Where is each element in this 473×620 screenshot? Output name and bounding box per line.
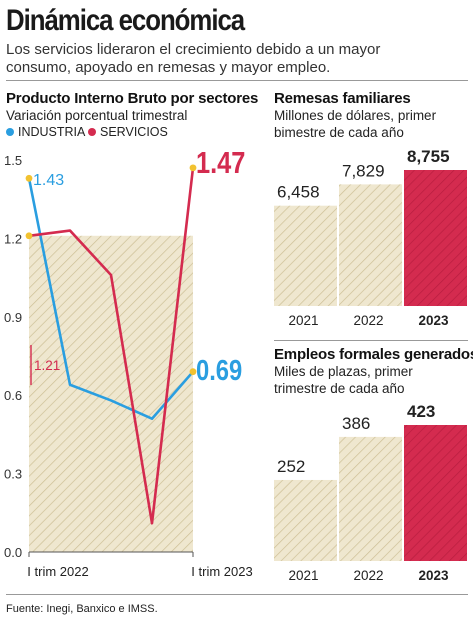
header-divider bbox=[6, 80, 468, 81]
page-title: Dinámica económica bbox=[6, 4, 245, 37]
remesas-bar-2021 bbox=[274, 205, 337, 306]
remesas-value-2023: 8,755 bbox=[407, 147, 450, 166]
remesas-bar-2023 bbox=[404, 170, 467, 306]
empleos-category-2023: 2023 bbox=[418, 568, 449, 583]
empleos-bar-2021 bbox=[274, 479, 337, 561]
legend-servicios-dot bbox=[88, 128, 96, 136]
pib-y-tick-4: 0.3 bbox=[4, 467, 22, 482]
legend-industria-dot bbox=[6, 128, 14, 136]
pib-point-servicios-0 bbox=[25, 232, 33, 240]
remesas-category-2021: 2021 bbox=[288, 313, 318, 328]
pib-chart-subtitle: Variación porcentual trimestral bbox=[6, 108, 188, 123]
empleos-value-2023: 423 bbox=[407, 402, 435, 421]
page-subtitle-line-1: Los servicios lideraron el crecimiento d… bbox=[6, 41, 381, 58]
pib-y-tick-0: 1.5 bbox=[4, 153, 22, 168]
legend-industria-label: INDUSTRIA bbox=[18, 125, 86, 139]
page-subtitle-line-2: consumo, apoyado en remesas y mayor empl… bbox=[6, 59, 331, 76]
remesas-category-2023: 2023 bbox=[418, 313, 449, 328]
empleos-chart-subtitle-2: trimestre de cada año bbox=[274, 381, 405, 396]
remesas-value-2022: 7,829 bbox=[342, 161, 385, 180]
right-divider bbox=[274, 340, 468, 341]
pib-shaded-area bbox=[29, 235, 193, 552]
legend-industria: INDUSTRIA bbox=[6, 125, 85, 139]
remesas-category-2022: 2022 bbox=[353, 313, 383, 328]
empleos-bar-2022 bbox=[339, 436, 402, 561]
pib-annot-industria-start: 1.43 bbox=[33, 172, 64, 189]
legend-servicios: SERVICIOS bbox=[88, 125, 168, 139]
empleos-chart-subtitle-1: Miles de plazas, primer bbox=[274, 364, 413, 379]
legend-servicios-label: SERVICIOS bbox=[100, 125, 168, 139]
empleos-bar-2023 bbox=[404, 425, 467, 561]
footer-divider bbox=[6, 594, 468, 595]
pib-y-tick-1: 1.2 bbox=[4, 231, 22, 246]
pib-point-industria-4 bbox=[189, 368, 197, 376]
remesas-chart-subtitle-2: bimestre de cada año bbox=[274, 125, 404, 140]
pib-point-servicios-4 bbox=[189, 164, 197, 172]
remesas-bar-2022 bbox=[339, 184, 402, 306]
pib-point-industria-0 bbox=[25, 174, 33, 182]
remesas-chart-title: Remesas familiares bbox=[274, 90, 411, 107]
pib-annot-industria-end: 0.69 bbox=[196, 354, 242, 387]
remesas-value-2021: 6,458 bbox=[277, 183, 320, 202]
remesas-chart-subtitle-1: Millones de dólares, primer bbox=[274, 108, 437, 123]
source-note: Fuente: Inegi, Banxico e IMSS. bbox=[6, 603, 158, 615]
empleos-chart-title: Empleos formales generados bbox=[274, 346, 473, 363]
empleos-category-2021: 2021 bbox=[288, 568, 318, 583]
pib-x-label-0: I trim 2022 bbox=[27, 564, 88, 579]
pib-line-servicios bbox=[28, 167, 195, 525]
pib-x-label-1: I trim 2023 bbox=[191, 564, 252, 579]
empleos-value-2021: 252 bbox=[277, 457, 305, 476]
empleos-category-2022: 2022 bbox=[353, 568, 383, 583]
pib-y-tick-2: 0.9 bbox=[4, 310, 22, 325]
empleos-value-2022: 386 bbox=[342, 414, 370, 433]
pib-annot-servicios-start: 1.21 bbox=[34, 358, 60, 373]
pib-chart-title: Producto Interno Bruto por sectores bbox=[6, 90, 259, 107]
pib-y-tick-5: 0.0 bbox=[4, 545, 22, 560]
pib-annot-servicios-end: 1.47 bbox=[196, 146, 245, 181]
pib-y-tick-3: 0.6 bbox=[4, 388, 22, 403]
